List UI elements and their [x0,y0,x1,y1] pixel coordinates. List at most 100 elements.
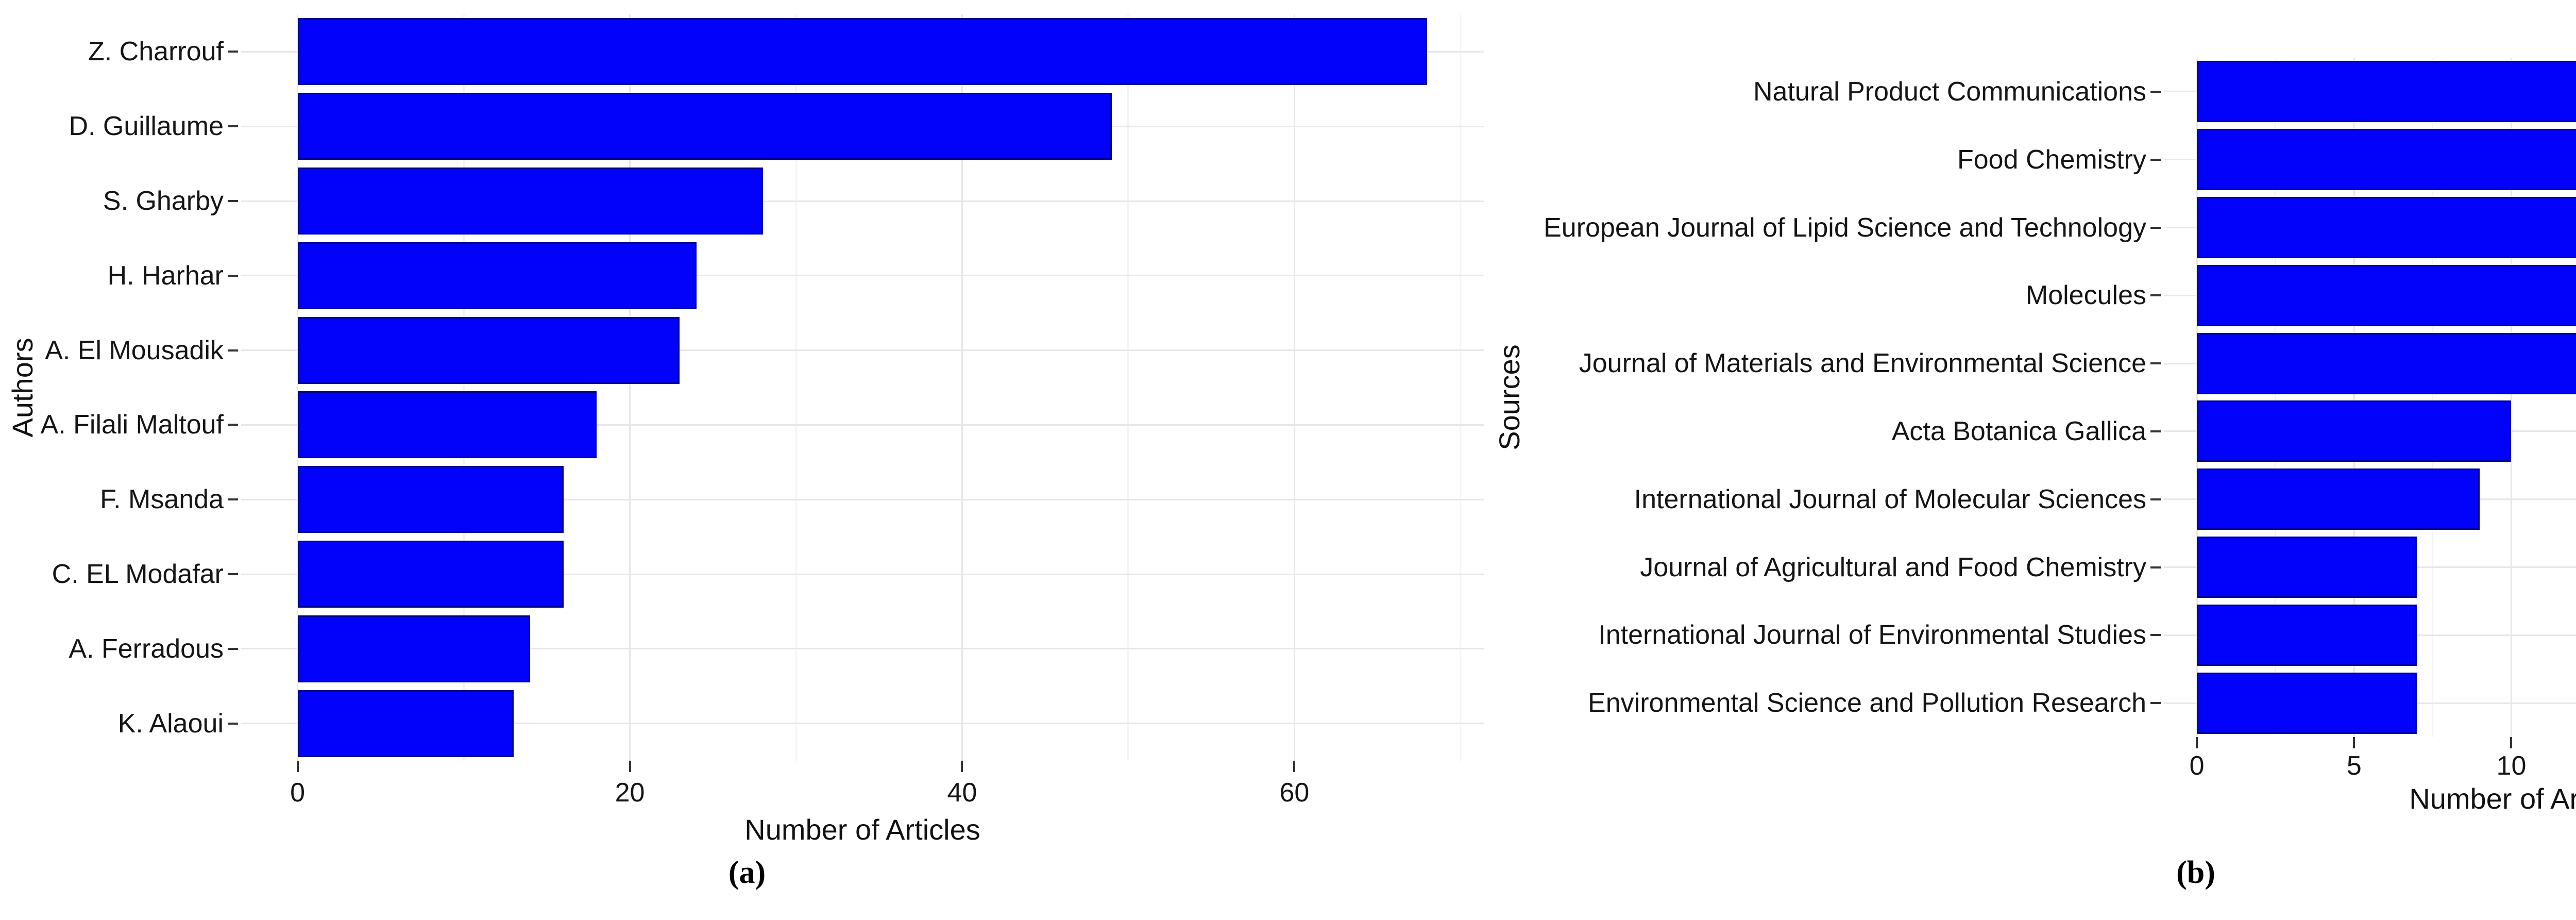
gridline-major [297,14,299,761]
x-axis-title-authors: Number of Articles [744,813,980,846]
category-label: A. El Mousadik [45,335,224,365]
gridline-minor [2275,58,2277,737]
x-tick-label: 10 [2496,751,2527,781]
x-tick-label: 40 [947,778,977,808]
bar-10 [297,690,514,757]
y-tick-mark [2150,90,2161,93]
bar-4 [2197,264,2576,326]
category-label: International Journal of Molecular Scien… [1634,484,2146,514]
bar-9 [297,615,531,682]
x-tick-mark [2353,737,2355,748]
y-axis-title-sources: Sources [1493,344,1526,450]
gridline-category [241,648,1484,650]
y-tick-mark [2150,362,2161,365]
x-tick-label: 20 [615,778,645,808]
x-tick-label: 0 [2189,751,2205,781]
x-tick-mark [629,761,631,772]
y-tick-mark [2150,226,2161,229]
gridline-category [241,498,1484,500]
gridline-minor [2432,58,2434,737]
gridline-category [241,275,1484,277]
bar-8 [297,541,564,608]
category-label: European Journal of Lipid Science and Te… [1544,212,2146,243]
category-label: International Journal of Environmental S… [1598,620,2146,650]
category-label: H. Harhar [107,260,224,291]
y-tick-mark [228,125,238,128]
x-tick-label: 0 [290,778,306,808]
y-tick-mark [2150,158,2161,161]
gridline-minor [1460,14,1462,761]
bar-7 [2197,469,2480,530]
x-tick-mark [1293,761,1296,772]
category-label: Natural Product Communications [1753,76,2146,107]
bar-4 [297,242,697,309]
gridline-minor [1127,14,1129,761]
gridline-major [961,14,963,761]
category-label: Journal of Materials and Environmental S… [1579,348,2146,379]
bar-5 [297,316,680,384]
caption-a: (a) [728,855,766,890]
category-label: Molecules [2025,280,2146,311]
category-label: A. Filali Maltouf [40,410,224,440]
caption-b: (b) [2176,855,2215,890]
gridline-category [241,573,1484,575]
x-tick-mark [2196,737,2198,748]
gridline-category [241,723,1484,725]
y-tick-mark [2150,498,2161,500]
x-axis-title-sources: Number of Articles [2409,782,2576,815]
gridline-minor [795,14,797,761]
bar-3 [2197,197,2576,258]
category-label: S. Gharby [103,186,224,216]
y-tick-mark [228,573,238,575]
x-tick-label: 5 [2346,751,2362,781]
bar-1 [2197,61,2576,123]
gridline-major [2510,58,2512,737]
y-tick-mark [228,498,238,501]
category-label: A. Ferradous [69,633,224,664]
y-tick-mark [228,349,238,352]
y-tick-mark [2150,634,2161,637]
y-tick-mark [228,424,238,426]
bar-2 [2197,129,2576,191]
x-tick-mark [961,761,963,772]
bar-2 [297,93,1112,160]
category-label: K. Alaoui [117,708,224,739]
plot-panel-sources [2164,58,2576,737]
category-label: Acta Botanica Gallica [1891,416,2146,446]
gridline-category [241,349,1484,352]
category-label: Z. Charrouf [88,37,224,67]
y-tick-mark [228,722,238,725]
y-tick-mark [2150,430,2161,432]
x-tick-mark [296,761,299,772]
gridline-major [2196,58,2198,737]
category-label: Journal of Agricultural and Food Chemist… [1640,552,2146,582]
y-tick-mark [2150,566,2161,568]
gridline-category [241,200,1484,202]
gridline-major [2353,58,2355,737]
category-label: Environmental Science and Pollution Rese… [1588,688,2146,718]
category-label: C. EL Modafar [52,559,224,589]
y-tick-mark [228,647,238,650]
bar-1 [297,18,1428,86]
bar-3 [297,168,763,235]
y-tick-mark [228,274,238,277]
bar-10 [2197,672,2417,734]
y-tick-mark [228,200,238,202]
gridline-major [629,14,631,761]
category-label: D. Guillaume [69,111,224,142]
y-tick-mark [228,51,238,53]
y-tick-mark [2150,702,2161,705]
category-label: F. Msanda [100,484,224,515]
bar-6 [297,391,597,459]
gridline-major [1293,14,1295,761]
plot-panel-authors [241,14,1484,761]
bar-9 [2197,604,2417,666]
bar-6 [2197,400,2512,462]
bar-5 [2197,332,2576,394]
bar-8 [2197,537,2417,598]
x-tick-label: 60 [1279,778,1310,808]
x-tick-mark [2510,737,2513,748]
